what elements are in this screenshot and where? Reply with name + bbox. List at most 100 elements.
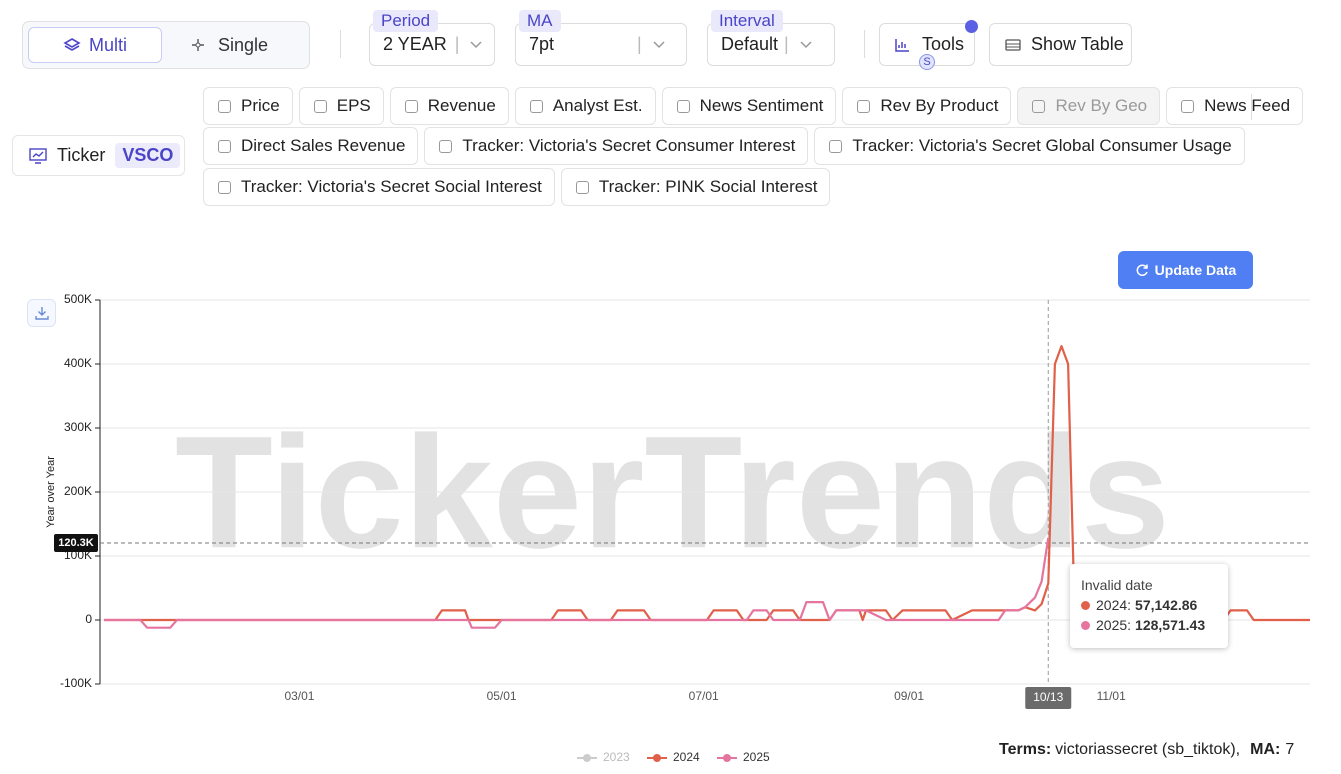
legend-marker (723, 754, 731, 762)
checkbox (313, 99, 327, 113)
update-button[interactable]: Update Data (1118, 251, 1253, 289)
filter-label: Tracker: PINK Social Interest (598, 177, 818, 196)
filter-label: Rev By Geo (1055, 96, 1148, 115)
legend-label: 2023 (603, 750, 630, 764)
chevron (653, 40, 665, 48)
tooltip-value: 128,571.43 (1135, 617, 1206, 633)
x-tick-label: 05/01 (487, 689, 517, 703)
filter-checkbox[interactable]: Tracker: PINK Social Interest (560, 168, 831, 206)
tooltip-series: 2024 (1096, 597, 1131, 613)
tooltip-value: 57,142.86 (1135, 597, 1198, 613)
table-icon (1005, 38, 1021, 51)
notification-dot (965, 20, 978, 33)
ma-label: MA (1250, 741, 1280, 759)
legend-marker (653, 754, 661, 762)
filter-checkbox[interactable]: News Sentiment (661, 87, 837, 125)
filter-checkbox[interactable]: Tracker: Victoria's Secret Global Consum… (814, 127, 1245, 165)
dropdown-value: 7pt (529, 34, 555, 54)
legend-marker (583, 754, 591, 762)
tooltip-title: Invalid date (1081, 577, 1153, 593)
x-tick-label: 07/01 (689, 689, 719, 703)
checkbox (218, 180, 231, 194)
dropdown-label: Period (373, 10, 439, 32)
series-line (104, 537, 1050, 629)
tooltip-series: 2025 (1096, 617, 1131, 633)
mode-button[interactable]: Multi (28, 27, 162, 63)
tooltip-row: 202457,142.86 (1081, 597, 1217, 613)
ticker-icon (29, 147, 47, 164)
tooltip-dot (1081, 620, 1090, 630)
filter-checkbox[interactable]: Rev By Product (842, 87, 1012, 125)
crosshair-x-label: 10/13 (1033, 690, 1063, 704)
y-tick-label: 500K (64, 292, 92, 306)
separator (864, 30, 865, 58)
crosshair-y-box (54, 534, 98, 553)
footer-terms: Terms victoriassecret (sb_tiktok), MA 7 (985, 734, 1311, 766)
terms-label: Terms (999, 741, 1051, 759)
badge: S (919, 54, 935, 70)
separator (340, 30, 341, 58)
download-icon (34, 307, 49, 320)
crosshair-y-label: 120.3K (58, 537, 94, 549)
checkbox (404, 99, 418, 113)
y-axis-label: Year over Year (45, 456, 57, 528)
checkbox (1032, 99, 1046, 113)
button-label: Tools (922, 34, 965, 54)
filter-checkbox[interactable]: Tracker: Victoria's Secret Consumer Inte… (424, 127, 809, 165)
y-tick-label: 400K (64, 356, 92, 370)
separator (1251, 94, 1252, 120)
terms-value: victoriassecret (sb_tiktok), (1055, 741, 1241, 758)
mode-button[interactable]: Single (190, 27, 300, 63)
filter-row: Price EPS Revenue Analyst Est. News Sentimen… (203, 87, 1304, 125)
filter-checkbox[interactable]: Rev By Geo (1017, 87, 1161, 125)
y-tick-label: 0 (85, 612, 92, 626)
point-icon (192, 39, 204, 51)
ticker-label: Ticker (57, 145, 106, 165)
filter-label: News Feed (1204, 96, 1291, 115)
divider: | (784, 34, 789, 54)
button-label: Show Table (1031, 34, 1124, 54)
chart-panel (8, 232, 1333, 772)
tools-button[interactable]: Tools (879, 23, 975, 66)
filter-label: Tracker: Victoria's Secret Global Consum… (852, 136, 1232, 155)
chevron (800, 40, 812, 48)
filter-label: Tracker: Victoria's Secret Social Intere… (241, 177, 542, 196)
filter-checkbox[interactable]: Revenue (389, 87, 509, 125)
filter-row: Direct Sales Revenue Tracker: Victoria's … (203, 127, 1245, 165)
filter-checkbox[interactable]: Analyst Est. (514, 87, 656, 125)
divider: | (454, 34, 460, 54)
dropdown-label: Interval (711, 10, 783, 32)
filter-label: Rev By Product (880, 96, 999, 115)
crosshair-x-box (1025, 687, 1072, 709)
filter-label: Analyst Est. (552, 96, 643, 115)
mode-label: Multi (88, 34, 127, 55)
filter-checkbox[interactable]: EPS (298, 87, 384, 125)
divider: | (637, 34, 642, 54)
filter-label: Revenue (427, 96, 496, 115)
filter-checkbox[interactable]: Tracker: Victoria's Secret Social Intere… (203, 168, 555, 206)
x-tick-label: 11/01 (1097, 689, 1126, 703)
checkbox (676, 99, 690, 113)
filter-checkbox[interactable]: Price (203, 87, 293, 125)
checkbox (218, 139, 231, 153)
tools-icon (895, 38, 909, 52)
x-tick-label: 09/01 (894, 689, 924, 703)
filter-label: Tracker: Victoria's Secret Consumer Inte… (462, 136, 796, 155)
filter-label: Direct Sales Revenue (241, 136, 406, 155)
checkbox (439, 139, 453, 153)
filter-label: EPS (336, 96, 371, 115)
filter-checkbox[interactable]: Direct Sales Revenue (203, 127, 419, 165)
show-table-button[interactable]: Show Table (989, 23, 1132, 66)
button-label: Update Data (1154, 262, 1237, 278)
ticker-box[interactable]: Ticker VSCO (12, 135, 185, 176)
ma-value: 7 (1285, 741, 1295, 758)
filter-label: Price (241, 96, 280, 115)
download-button[interactable] (27, 299, 56, 327)
filter-checkbox[interactable]: News Feed (1166, 87, 1304, 125)
mode-label: Single (218, 34, 269, 55)
ticker-value: VSCO (115, 143, 181, 168)
legend-label: 2025 (743, 750, 770, 764)
tooltip: Invalid date 202457,142.862025128,571.43 (1070, 564, 1228, 648)
checkbox (218, 99, 231, 113)
